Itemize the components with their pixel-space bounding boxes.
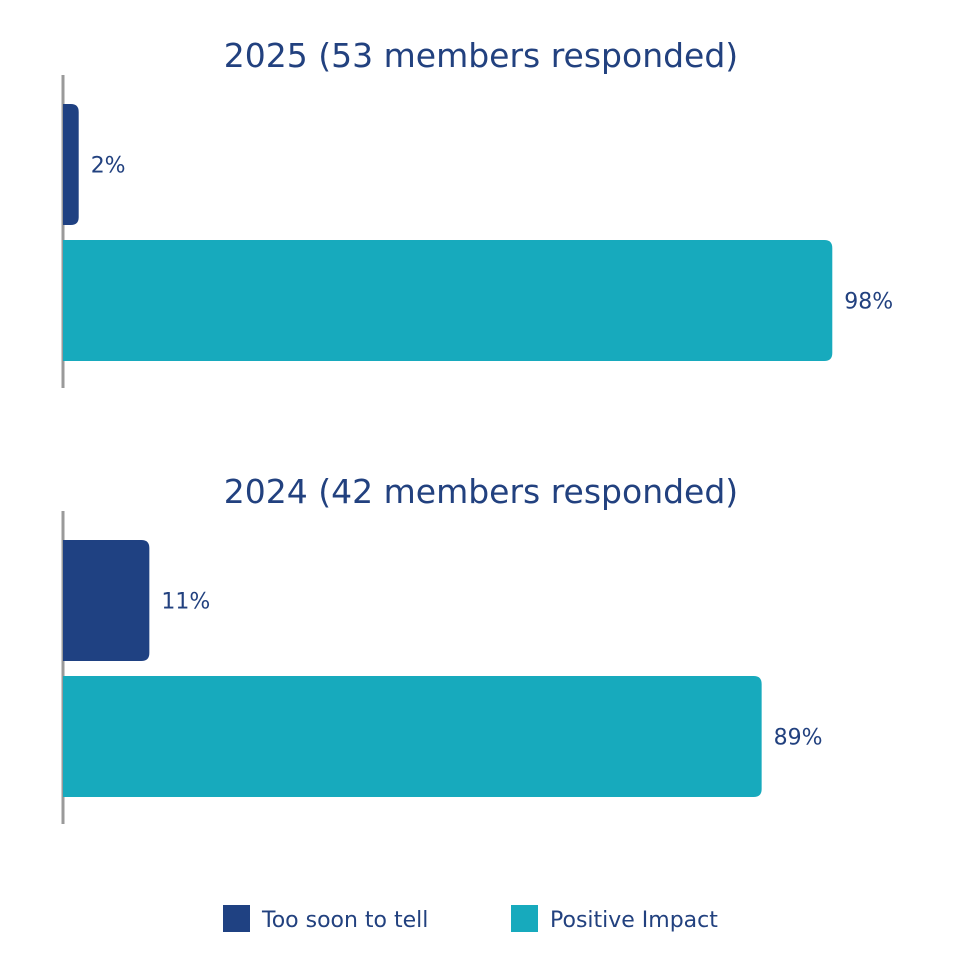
value-label-2024-too-soon: 11% [161,590,210,615]
value-label-2024-positive: 89% [774,726,823,751]
legend-swatch-positive [511,905,538,932]
panel-2025: 2025 (53 members responded) 2% 98% [61,36,893,388]
chart-title-2024: 2024 (42 members responded) [224,472,738,511]
legend-swatch-too-soon [223,905,250,932]
bar-2024-too-soon [63,540,150,661]
legend-label-positive: Positive Impact [550,908,718,933]
panel-2024: 2024 (42 members responded) 11% 89% [61,472,823,824]
value-label-2025-positive: 98% [844,290,893,315]
bar-2024-positive [63,676,762,797]
legend: Too soon to tell Positive Impact [223,905,718,933]
chart-title-2025: 2025 (53 members responded) [224,36,738,75]
bar-2025-too-soon [63,104,79,225]
bar-2025-positive [63,240,833,361]
legend-label-too-soon: Too soon to tell [261,908,428,933]
value-label-2025-too-soon: 2% [91,154,126,179]
